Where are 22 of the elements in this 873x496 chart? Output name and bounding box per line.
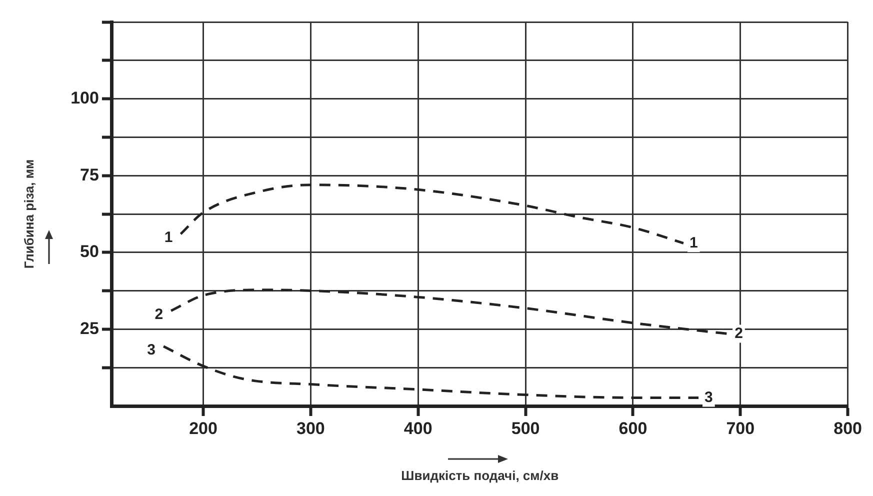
text: 3 xyxy=(147,342,156,359)
x-tick-label: 700 xyxy=(726,418,755,438)
y-tick-label: 25 xyxy=(80,318,99,338)
y-axis-title: Глибина різа, мм xyxy=(21,159,36,269)
series-label: 1 xyxy=(689,234,698,252)
line-series xyxy=(170,288,730,336)
x-axis-title: Швидкість подачі, см/хв xyxy=(401,468,559,483)
x-tick-label: 500 xyxy=(511,418,540,438)
line-series xyxy=(162,345,700,399)
x-tick-label: 200 xyxy=(189,418,218,438)
x-tick-label: 800 xyxy=(834,418,862,438)
series-label: 2 xyxy=(734,324,743,342)
x-tick-label: 600 xyxy=(618,418,648,438)
y-tick-label: 100 xyxy=(70,88,99,108)
text: 2 xyxy=(154,306,164,323)
x-tick-label: 300 xyxy=(296,418,325,438)
y-tick-label: 75 xyxy=(80,165,99,184)
text: 1 xyxy=(164,229,173,246)
series-label: 3 xyxy=(704,388,713,406)
y-tick-label: 50 xyxy=(80,242,99,262)
line-series xyxy=(179,184,685,244)
x-tick-label: 400 xyxy=(404,418,432,438)
